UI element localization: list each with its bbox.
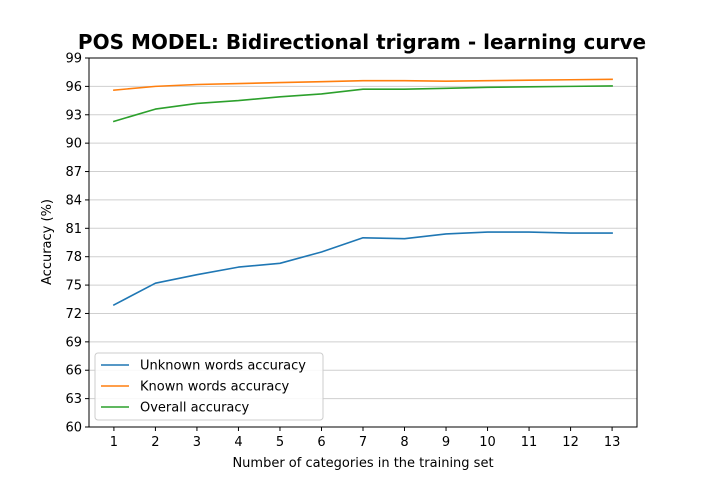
y-tick-label-90: 90 xyxy=(65,137,82,152)
x-tick-label-13: 13 xyxy=(604,435,621,450)
y-tick-label-96: 96 xyxy=(65,80,82,95)
y-tick-label-69: 69 xyxy=(65,335,82,350)
legend-label-1: Unknown words accuracy xyxy=(140,359,306,374)
legend-box xyxy=(94,352,324,421)
x-tick-label-8: 8 xyxy=(400,435,408,450)
y-tick-label-60: 60 xyxy=(65,421,82,436)
y-tick-label-84: 84 xyxy=(65,193,82,208)
x-tick-label-7: 7 xyxy=(359,435,367,450)
y-axis: 60 63 66 69 72 75 78 81 84 87 90 93 96 99 xyxy=(65,52,89,436)
x-tick-label-5: 5 xyxy=(276,435,284,450)
y-tick-label-66: 66 xyxy=(65,364,82,379)
x-tick-label-6: 6 xyxy=(317,435,325,450)
y-axis-label: Accuracy (%) xyxy=(40,199,55,285)
legend-label-2: Known words accuracy xyxy=(140,380,290,395)
x-tick-label-3: 3 xyxy=(193,435,201,450)
series-group xyxy=(112,78,613,307)
y-tick-label-81: 81 xyxy=(65,222,82,237)
y-tick-label-87: 87 xyxy=(65,165,82,180)
y-tick-label-63: 63 xyxy=(65,392,82,407)
chart-title: POS MODEL: Bidirectional trigram - learn… xyxy=(78,30,646,54)
y-tick-label-72: 72 xyxy=(65,307,82,322)
y-tick-label-93: 93 xyxy=(65,108,82,123)
series-line-2 xyxy=(113,78,613,92)
x-tick-label-1: 1 xyxy=(110,435,118,450)
series-line-1 xyxy=(112,231,613,307)
y-tick-label-75: 75 xyxy=(65,279,82,294)
x-tick-label-9: 9 xyxy=(442,435,450,450)
x-tick-label-10: 10 xyxy=(479,435,496,450)
x-tick-label-4: 4 xyxy=(234,435,242,450)
legend-label-3: Overall accuracy xyxy=(140,401,250,416)
x-axis: 1 2 3 4 5 6 7 8 9 10 11 12 13 xyxy=(110,427,621,450)
x-tick-label-11: 11 xyxy=(521,435,538,450)
series-line-3 xyxy=(112,85,613,123)
y-tick-label-99: 99 xyxy=(65,52,82,67)
legend: Unknown words accuracy Known words accura… xyxy=(94,352,324,421)
x-axis-label: Number of categories in the training set xyxy=(232,456,493,471)
x-tick-label-2: 2 xyxy=(151,435,159,450)
x-tick-label-12: 12 xyxy=(562,435,579,450)
y-tick-label-78: 78 xyxy=(65,250,82,265)
